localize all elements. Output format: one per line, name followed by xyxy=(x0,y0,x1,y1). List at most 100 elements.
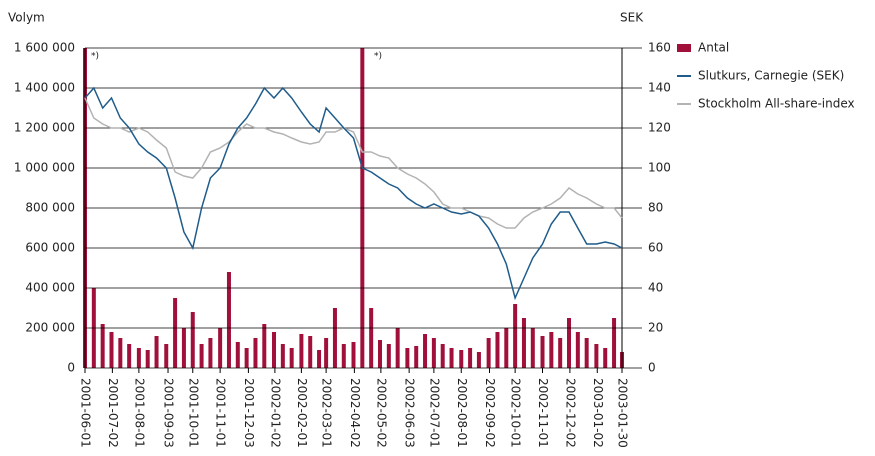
bar xyxy=(164,344,169,368)
bar xyxy=(190,312,195,368)
x-tick-label: 2002-11-01 xyxy=(536,378,550,448)
bar xyxy=(459,350,464,368)
bar xyxy=(136,348,141,368)
bar xyxy=(332,308,337,368)
x-tick-label: 2002-08-01 xyxy=(455,378,469,448)
bar xyxy=(145,350,150,368)
bar xyxy=(341,344,346,368)
bar xyxy=(495,332,500,368)
y2-tick-label: 40 xyxy=(648,281,663,295)
bar xyxy=(154,336,159,368)
y2-tick-label: 120 xyxy=(648,121,671,135)
bar xyxy=(612,318,617,368)
bar xyxy=(486,338,491,368)
bar xyxy=(324,338,329,368)
x-tick-label: 2002-09-02 xyxy=(483,378,497,448)
bar xyxy=(521,318,526,368)
y2-tick-label: 160 xyxy=(648,41,671,55)
x-tick-label: 2001-07-02 xyxy=(106,378,120,448)
bar xyxy=(530,328,535,368)
bar xyxy=(351,342,356,368)
bar xyxy=(504,328,509,368)
x-tick-label: 2002-02-01 xyxy=(295,378,309,448)
annotation: *) xyxy=(91,52,99,62)
x-tick-label: 2001-06-01 xyxy=(79,378,93,448)
bar xyxy=(449,348,454,368)
y-tick-label: 1 000 000 xyxy=(14,161,75,175)
bar xyxy=(431,338,436,368)
x-tick-label: 2001-12-03 xyxy=(242,378,256,448)
x-tick-label: 2003-01-02 xyxy=(591,378,605,448)
x-tick-label: 2002-07-01 xyxy=(427,378,441,448)
bar xyxy=(369,308,374,368)
y2-axis-label: SEK xyxy=(620,11,644,25)
bar xyxy=(109,332,114,368)
x-tick-label: 2003-01-30 xyxy=(616,378,630,448)
bar xyxy=(423,334,428,368)
y-tick-label: 200 000 xyxy=(25,321,75,335)
x-tick-label: 2002-10-01 xyxy=(509,378,523,448)
bar xyxy=(235,342,240,368)
y2-tick-label: 0 xyxy=(648,361,656,375)
x-tick-label: 2002-04-02 xyxy=(348,378,362,448)
legend-label: Slutkurs, Carnegie (SEK) xyxy=(698,69,844,83)
y-tick-label: 1 200 000 xyxy=(14,121,75,135)
bar xyxy=(181,328,186,368)
bar xyxy=(208,338,213,368)
y-tick-label: 0 xyxy=(67,361,75,375)
x-tick-label: 2001-11-01 xyxy=(214,378,228,448)
bar xyxy=(594,344,599,368)
bar xyxy=(173,298,178,368)
bar xyxy=(253,338,258,368)
y-tick-label: 1 400 000 xyxy=(14,81,75,95)
bar xyxy=(272,332,277,368)
bar xyxy=(414,346,419,368)
bar xyxy=(395,328,400,368)
x-tick-label: 2002-12-02 xyxy=(563,378,577,448)
bar xyxy=(405,348,410,368)
bar xyxy=(549,332,554,368)
bar xyxy=(540,336,545,368)
legend-label: Antal xyxy=(698,41,729,55)
x-tick-label: 2002-01-02 xyxy=(268,378,282,448)
bar xyxy=(244,348,249,368)
line xyxy=(84,97,623,229)
y-tick-label: 400 000 xyxy=(25,281,75,295)
y2-tick-label: 20 xyxy=(648,321,663,335)
bar xyxy=(584,338,589,368)
legend-label: Stockholm All-share-index xyxy=(698,97,855,111)
annotation: *) xyxy=(374,52,382,62)
bar xyxy=(262,324,267,368)
bar xyxy=(100,324,105,368)
bar xyxy=(575,332,580,368)
bar xyxy=(308,336,313,368)
x-tick-label: 2001-09-03 xyxy=(162,378,176,448)
y2-tick-label: 80 xyxy=(648,201,663,215)
x-tick-label: 2001-08-01 xyxy=(132,378,146,448)
bar xyxy=(476,352,481,368)
x-tick-label: 2002-05-02 xyxy=(374,378,388,448)
y-tick-label: 800 000 xyxy=(25,201,75,215)
bar xyxy=(558,338,563,368)
bar xyxy=(289,348,294,368)
x-tick-label: 2002-06-03 xyxy=(403,378,417,448)
bar xyxy=(226,272,231,368)
bar xyxy=(317,350,322,368)
bar xyxy=(377,340,382,368)
y-tick-label: 1 600 000 xyxy=(14,41,75,55)
bar xyxy=(280,344,285,368)
bar xyxy=(440,344,445,368)
bar xyxy=(567,318,572,368)
bar xyxy=(386,344,391,368)
bar xyxy=(218,328,223,368)
bar xyxy=(603,348,608,368)
y2-tick-label: 60 xyxy=(648,241,663,255)
bar xyxy=(118,338,123,368)
y2-tick-label: 100 xyxy=(648,161,671,175)
x-tick-label: 2002-03-01 xyxy=(320,378,334,448)
y-axis-label: Volym xyxy=(8,11,45,25)
y2-tick-label: 140 xyxy=(648,81,671,95)
legend-swatch xyxy=(677,44,691,52)
bar xyxy=(299,334,304,368)
